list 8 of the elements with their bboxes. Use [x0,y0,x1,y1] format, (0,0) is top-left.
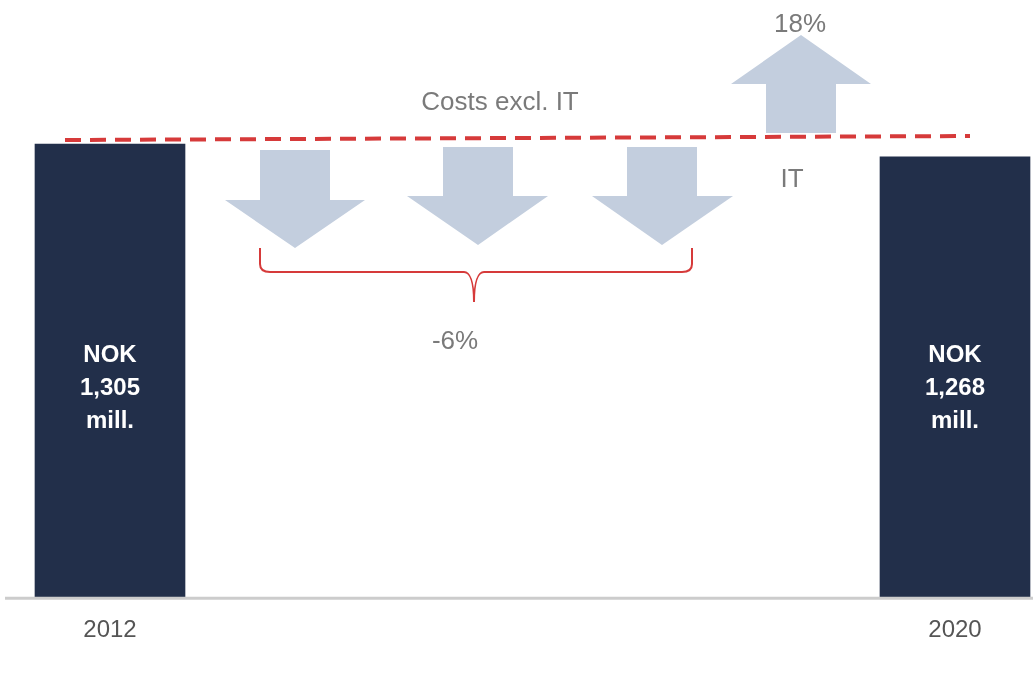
data-label: NOK 1,268 mill. [924,339,986,433]
text: 18% [773,8,827,39]
x-tick-label: 2012 [83,615,137,643]
text: Costs excl. IT [421,86,579,117]
annotation: -6% [431,325,479,356]
annotation: IT [780,163,804,194]
data-label: NOK 1,305 mill. [79,339,141,433]
x-tick-label: 2020 [928,615,982,643]
